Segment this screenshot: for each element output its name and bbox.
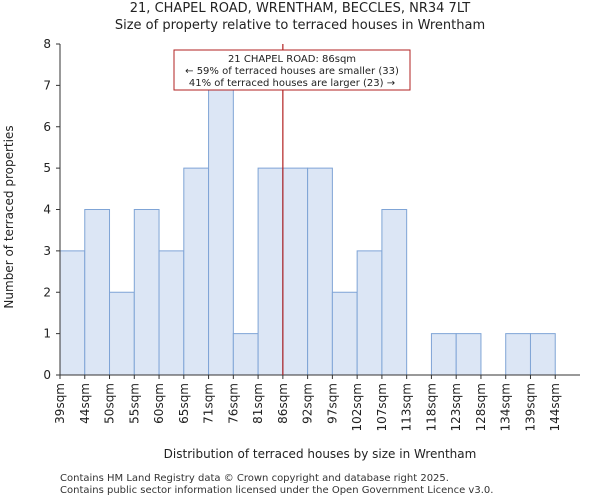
x-tick-label-107sqm: 107sqm: [375, 383, 389, 431]
x-tick-label-118sqm: 118sqm: [424, 383, 438, 431]
x-tick-label-81sqm: 81sqm: [251, 383, 265, 424]
x-tick-label-102sqm: 102sqm: [350, 383, 364, 431]
y-tick-label-4: 4: [43, 203, 51, 217]
x-tick-label-128sqm: 128sqm: [474, 383, 488, 431]
bars-group: [59, 84, 556, 376]
annotation-box: [173, 49, 411, 91]
y-tick-label-7: 7: [43, 78, 51, 92]
x-tick-label-97sqm: 97sqm: [325, 383, 339, 424]
bar-76sqm: [232, 333, 259, 376]
y-tick-label-5: 5: [43, 161, 51, 175]
x-tick-label-55sqm: 55sqm: [127, 383, 141, 424]
bar-44sqm: [84, 209, 111, 376]
x-tick-label-50sqm: 50sqm: [103, 383, 117, 424]
x-tick-label-134sqm: 134sqm: [499, 383, 513, 431]
y-tick-label-2: 2: [43, 285, 51, 299]
bar-71sqm: [208, 84, 234, 376]
bar-55sqm: [133, 209, 160, 376]
bar-134sqm: [505, 333, 531, 376]
bar-92sqm: [307, 167, 333, 376]
histogram-chart: 0 1 2 3 4 5 6 7 8 39sqm 44sqm 50sqm 55sqm 60sqm 65sqm…: [2, 37, 580, 461]
x-tick-label-92sqm: 92sqm: [301, 383, 315, 424]
x-tick-label-144sqm: 144sqm: [548, 383, 562, 431]
bar-102sqm: [356, 250, 383, 376]
bar-139sqm: [529, 333, 556, 376]
annotation-line-1: 21 CHAPEL ROAD: 86sqm: [228, 54, 356, 65]
x-tick-label-65sqm: 65sqm: [177, 383, 191, 424]
x-ticks-group: 39sqm 44sqm 50sqm 55sqm 60sqm 65sqm 71sqm 76sqm…: [53, 375, 562, 431]
annotation-line-3: 41% of terraced houses are larger (23) →: [189, 78, 395, 89]
x-tick-label-123sqm: 123sqm: [449, 383, 463, 431]
footer-line2: Contains public sector information licen…: [60, 485, 494, 496]
bar-60sqm: [158, 250, 185, 376]
x-tick-label-113sqm: 113sqm: [400, 383, 414, 431]
y-tick-label-3: 3: [43, 244, 51, 258]
bar-81sqm: [257, 167, 284, 376]
bar-39sqm: [59, 250, 86, 376]
x-tick-label-71sqm: 71sqm: [202, 383, 216, 424]
y-tick-label-6: 6: [43, 120, 51, 134]
annotation-group: 21 CHAPEL ROAD: 86sqm← 59% of terraced h…: [173, 44, 411, 375]
footer-line1: Contains HM Land Registry data © Crown c…: [60, 473, 449, 484]
y-tick-label-1: 1: [43, 327, 51, 341]
y-ticks-group: 0 1 2 3 4 5 6 7 8: [43, 37, 60, 382]
x-tick-label-76sqm: 76sqm: [226, 383, 240, 424]
bar-118sqm: [430, 333, 457, 376]
annotation-line-2: ← 59% of terraced houses are smaller (33…: [185, 66, 399, 77]
y-tick-label-0: 0: [43, 368, 51, 382]
x-tick-label-86sqm: 86sqm: [276, 383, 290, 424]
x-tick-label-139sqm: 139sqm: [523, 383, 537, 431]
bar-107sqm: [381, 209, 408, 376]
x-axis-label: Distribution of terraced houses by size …: [164, 447, 477, 461]
y-axis-label: Number of terraced properties: [2, 125, 16, 308]
bar-50sqm: [109, 291, 135, 376]
bar-123sqm: [455, 333, 482, 376]
chart-title-line1: 21, CHAPEL ROAD, WRENTHAM, BECCLES, NR34…: [129, 1, 471, 16]
bar-86sqm: [282, 167, 309, 376]
x-tick-label-39sqm: 39sqm: [53, 383, 67, 424]
x-tick-label-60sqm: 60sqm: [152, 383, 166, 424]
chart-title-line2: Size of property relative to terraced ho…: [114, 18, 486, 33]
bar-97sqm: [331, 291, 358, 376]
x-tick-label-44sqm: 44sqm: [78, 383, 92, 424]
y-tick-label-8: 8: [43, 37, 51, 51]
bar-65sqm: [183, 167, 210, 376]
